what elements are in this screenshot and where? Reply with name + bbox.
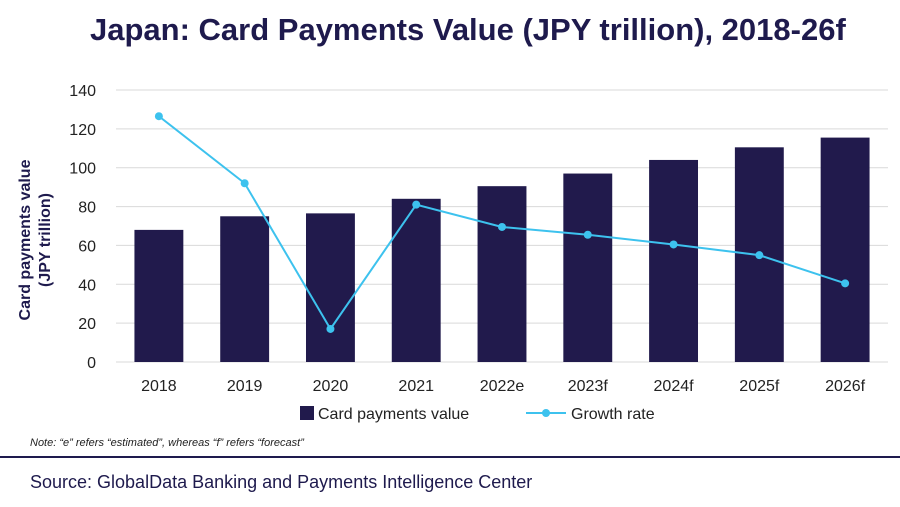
chart-area: 0 20 40 60 80 100 120 140 2018 2019 2020 2021 2022e…	[17, 83, 888, 423]
growth-rate-point	[669, 240, 678, 249]
y-tick-label: 120	[69, 122, 96, 139]
x-tick-label: 2024f	[654, 378, 695, 395]
y-axis-label: Card payments value (JPY trillion)	[17, 159, 54, 320]
bar	[220, 216, 270, 362]
legend-swatch-bar	[300, 406, 314, 420]
growth-rate-point	[412, 200, 421, 209]
growth-rate-point	[154, 112, 163, 121]
growth-rate-point	[841, 279, 850, 288]
divider	[0, 456, 900, 458]
bar	[563, 173, 613, 362]
x-tick-label: 2021	[398, 378, 434, 395]
y-axis-ticks: 0 20 40 60 80 100 120 140	[69, 83, 96, 372]
x-tick-label: 2026f	[825, 378, 866, 395]
bar	[134, 229, 184, 362]
growth-rate-point	[498, 222, 506, 231]
x-tick-label: 2020	[313, 378, 349, 395]
x-tick-label: 2023f	[568, 378, 609, 395]
bar-series	[134, 137, 870, 362]
bar	[305, 213, 355, 362]
x-tick-label: 2018	[141, 378, 177, 395]
source-text: Source: GlobalData Banking and Payments …	[30, 472, 533, 492]
y-tick-label: 60	[78, 238, 96, 255]
legend-swatch-marker	[542, 409, 550, 417]
bar	[391, 198, 441, 362]
x-tick-label: 2022e	[480, 378, 525, 395]
y-tick-label: 100	[69, 161, 96, 178]
y-tick-label: 0	[87, 355, 96, 372]
x-axis-ticks: 2018 2019 2020 2021 2022e 2023f 2024f 2025f 2026…	[141, 378, 866, 395]
growth-rate-point	[240, 179, 249, 188]
y-axis-title-line: Card payments value	[17, 159, 34, 320]
footnote: Note: “e” refers “estimated”, whereas “f…	[30, 437, 304, 449]
chart-title: Japan: Card Payments Value (JPY trillion…	[90, 12, 846, 47]
legend: Card payments value Growth rate	[300, 406, 655, 423]
x-tick-label: 2025f	[739, 378, 780, 395]
x-tick-label: 2019	[227, 378, 263, 395]
growth-rate-point	[583, 230, 592, 239]
growth-rate-point	[326, 324, 335, 333]
y-axis-title-line: (JPY trillion)	[37, 193, 54, 287]
legend-label: Card payments value	[318, 406, 469, 423]
y-tick-label: 140	[69, 83, 96, 100]
y-tick-label: 80	[78, 200, 96, 217]
bar	[649, 159, 699, 362]
legend-label: Growth rate	[571, 406, 655, 423]
y-axis-title: Card payments value (JPY trillion)	[17, 159, 54, 320]
bar	[477, 186, 527, 362]
y-tick-label: 40	[78, 277, 96, 294]
bar	[820, 137, 870, 362]
y-tick-label: 20	[78, 316, 96, 333]
line-series	[154, 112, 850, 333]
growth-rate-point	[755, 251, 764, 260]
